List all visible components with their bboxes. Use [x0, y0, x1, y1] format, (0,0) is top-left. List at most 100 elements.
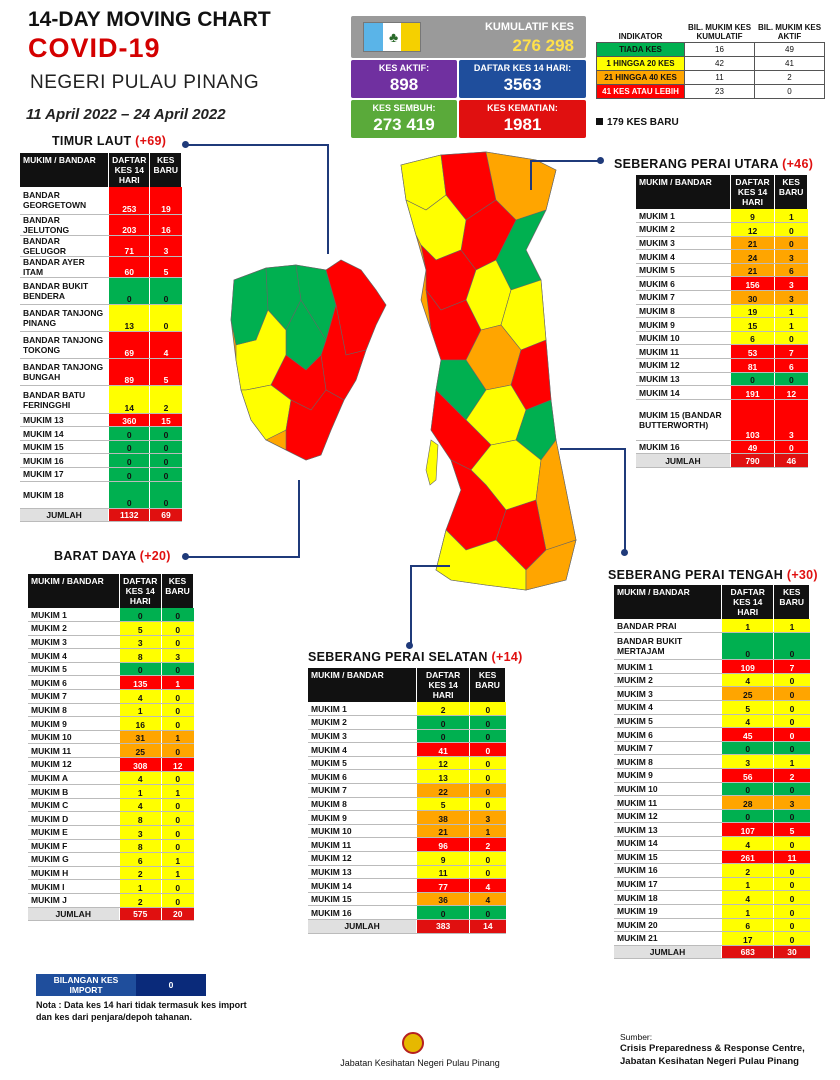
- table-row: MUKIM 11 96 2: [308, 837, 506, 853]
- mukim-name: MUKIM 3: [636, 236, 731, 251]
- registered-count: 77: [416, 878, 470, 893]
- registered-count: 30: [729, 290, 775, 305]
- registered-count: 96: [416, 837, 470, 853]
- registered-count: 4: [118, 771, 162, 786]
- mukim-header: MUKIM / BANDAR: [636, 175, 731, 209]
- new-cases-count: 0: [773, 890, 810, 905]
- table-row: MUKIM 12 0 0: [614, 809, 810, 824]
- mukim-name: MUKIM 4: [28, 648, 120, 663]
- registered-count: 22: [416, 783, 470, 798]
- new-cases-count: 0: [773, 863, 810, 878]
- new-cases-count: 0: [161, 703, 194, 718]
- total-new-cases: 46: [774, 453, 808, 468]
- sp-selatan-table: MUKIM / BANDAR DAFTAR KES 14 HARI KES BA…: [308, 668, 506, 934]
- registered-count: 6: [118, 852, 162, 867]
- table-row: MUKIM 3 3 0: [28, 635, 194, 650]
- new-cases-count: 1: [161, 866, 194, 881]
- connector-line: [530, 160, 532, 190]
- mukim-name: MUKIM 19: [614, 904, 722, 919]
- registered-count: 0: [118, 662, 162, 677]
- mukim-name: MUKIM H: [28, 866, 120, 881]
- registered-count: 56: [721, 768, 774, 783]
- mukim-name: MUKIM 8: [308, 797, 417, 812]
- table-row: BANDAR BUKIT MERTAJAM 0 0: [614, 632, 810, 661]
- table-row: BANDAR GELUGOR 71 3: [20, 235, 182, 257]
- sp-selatan-heading: SEBERANG PERAI SELATAN (+14): [308, 650, 523, 664]
- indicator-row: 41 KES ATAU LEBIH 23 0: [596, 84, 825, 99]
- registered-count: 12: [416, 756, 470, 771]
- mukim-header: MUKIM / BANDAR: [308, 668, 418, 702]
- new-cases-count: 0: [161, 811, 194, 826]
- new-cases-count: 0: [469, 729, 506, 744]
- table-row: MUKIM 12 9 0: [308, 851, 506, 866]
- mukim-name: MUKIM 6: [308, 769, 417, 785]
- registered-count: 38: [416, 810, 470, 825]
- table-row: MUKIM 16 0 0: [308, 905, 506, 920]
- new-cases-count: 16: [149, 214, 182, 236]
- new-cases-count: 0: [161, 608, 194, 623]
- new-cases-count: 0: [469, 702, 506, 717]
- new-cases-count: 0: [469, 742, 506, 757]
- mukim-name: MUKIM 10: [614, 782, 722, 797]
- total-label: JUMLAH: [28, 907, 120, 922]
- registered-count: 191: [729, 385, 775, 400]
- registered-count: 308: [118, 757, 162, 772]
- registered-header: DAFTAR KES 14 HARI: [119, 574, 163, 608]
- connector-dot-icon: [182, 553, 189, 560]
- mukim-name: MUKIM 9: [308, 810, 417, 825]
- mukim-name: BANDAR TANJONG BUNGAH: [20, 358, 109, 387]
- table-row: MUKIM 10 31 1: [28, 730, 194, 745]
- table-row: MUKIM 14 4 0: [614, 836, 810, 851]
- new-cases-count: 0: [773, 686, 810, 702]
- table-row: MUKIM 17 1 0: [614, 877, 810, 892]
- registered-count: 0: [416, 715, 470, 730]
- mukim-header: MUKIM / BANDAR: [20, 153, 110, 187]
- registered-count: 103: [729, 399, 775, 441]
- registered-count: 0: [416, 905, 470, 920]
- table-row: MUKIM 9 16 0: [28, 716, 194, 731]
- indicator-label: 1 HINGGA 20 KES: [596, 56, 685, 71]
- mukim-name: MUKIM 9: [614, 768, 722, 783]
- registered-count: 4: [721, 836, 774, 851]
- new-cases-count: 0: [161, 716, 194, 731]
- table-row: MUKIM 11 53 7: [636, 344, 808, 360]
- new-cases-count: 5: [149, 358, 182, 387]
- registered-count: 0: [108, 481, 150, 509]
- mukim-name: MUKIM 14: [308, 878, 417, 893]
- mukim-name: MUKIM 4: [636, 249, 731, 264]
- registered-count: 9: [729, 209, 775, 224]
- penang-island-map: [230, 259, 387, 461]
- total-registered: 1132: [108, 508, 150, 523]
- state-crest-icon: [402, 1032, 424, 1054]
- table-row: MUKIM C 4 0: [28, 798, 194, 813]
- registered-count: 4: [721, 673, 774, 688]
- registered-count: 5: [416, 797, 470, 812]
- new-cases-header: KES BARU: [774, 175, 808, 209]
- active-mukim-header: BIL. MUKIM KES AKTIF: [757, 23, 822, 41]
- new-cases-note: 179 KES BARU: [596, 117, 679, 128]
- mukim-name: BANDAR GEORGETOWN: [20, 187, 109, 215]
- table-row: MUKIM 15 0 0: [20, 440, 182, 455]
- table-row: MUKIM 17 0 0: [20, 467, 182, 482]
- mukim-name: MUKIM 17: [20, 467, 109, 482]
- registered-count: 12: [729, 222, 775, 237]
- mukim-name: MUKIM 12: [614, 809, 722, 824]
- new-cases-count: 1: [773, 619, 810, 634]
- footer-department: Jabatan Kesihatan Negeri Pulau Pinang: [340, 1058, 500, 1068]
- new-cases-count: 0: [161, 662, 194, 677]
- sp-tengah-table: MUKIM / BANDAR DAFTAR KES 14 HARI KES BA…: [614, 585, 810, 960]
- new-cases-count: 0: [773, 904, 810, 919]
- new-cases-count: 0: [161, 689, 194, 704]
- registered-count: 253: [108, 187, 150, 215]
- indicator-row: 21 HINGGA 40 KES 11 2: [596, 70, 825, 85]
- mukim-name: MUKIM 6: [614, 727, 722, 742]
- table-row: MUKIM 8 19 1: [636, 304, 808, 319]
- new-cases-count: 2: [773, 768, 810, 783]
- indicator-row: TIADA KES 16 49: [596, 42, 825, 57]
- connector-line: [298, 480, 300, 558]
- mukim-name: BANDAR TANJONG TOKONG: [20, 331, 109, 360]
- footnote: Nota : Data kes 14 hari tidak termasuk k…: [36, 1000, 247, 1022]
- registered-count: 109: [721, 659, 774, 674]
- total-registered: 383: [416, 919, 470, 934]
- table-row: MUKIM 7 0 0: [614, 741, 810, 756]
